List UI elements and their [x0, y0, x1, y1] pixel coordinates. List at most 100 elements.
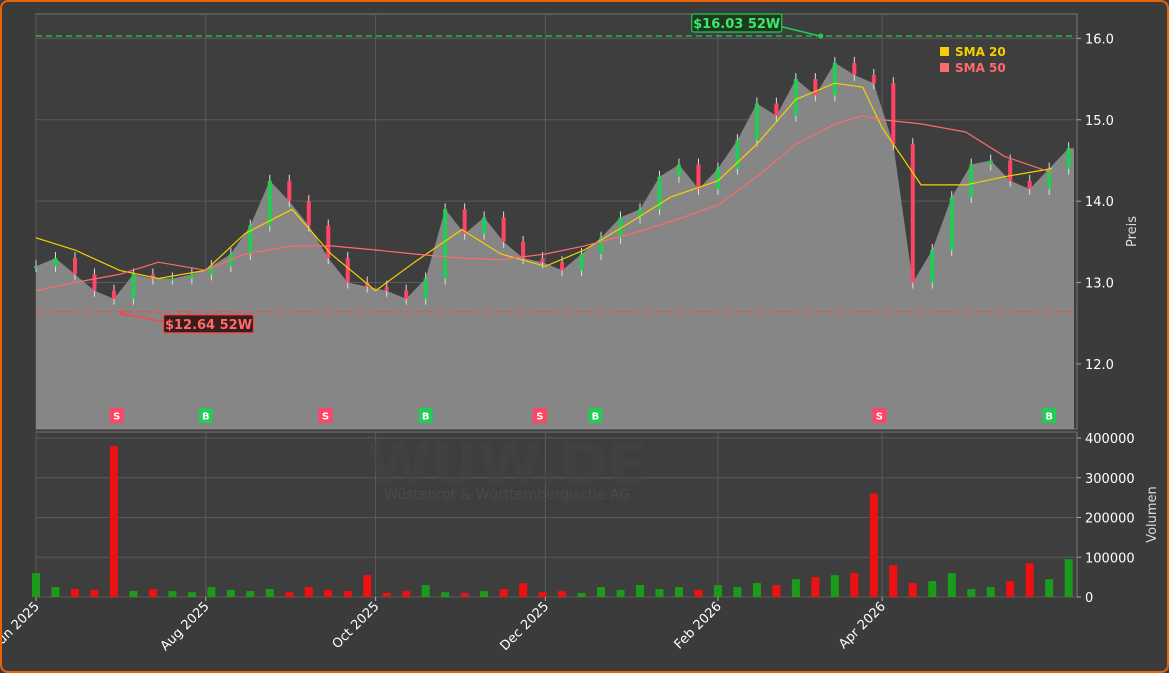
signal-marker — [588, 408, 603, 423]
volume-bar — [674, 587, 683, 597]
candle-body — [988, 160, 993, 165]
candle-body — [735, 140, 740, 169]
volume-bar — [324, 589, 333, 597]
candle-body — [1066, 148, 1071, 169]
signal-marker — [532, 408, 547, 423]
volume-bar — [285, 592, 294, 597]
volume-bar — [577, 593, 586, 597]
volume-bar — [343, 591, 352, 597]
high-52w-label-box — [691, 13, 783, 33]
watermark-logo: WUW.DE — [367, 430, 647, 498]
candle-body — [560, 262, 565, 271]
candle-body — [696, 164, 701, 189]
candle-body — [501, 217, 506, 242]
candle-body — [287, 180, 292, 202]
candle-body — [443, 209, 448, 279]
candle-body — [871, 75, 876, 84]
volume-bar — [187, 592, 196, 597]
candle-body — [34, 266, 38, 269]
price-tick-label: 16.0 — [1085, 32, 1114, 47]
candle-body — [540, 258, 545, 263]
volume-bar — [441, 592, 450, 597]
volume-bar — [655, 589, 664, 597]
price-tick-label: 12.0 — [1085, 358, 1114, 373]
candle-body — [1027, 180, 1032, 189]
x-tick-label: Feb 2026 — [672, 599, 725, 652]
volume-bar — [90, 589, 99, 597]
signal-label: B — [422, 412, 430, 423]
sma50-line — [35, 115, 1053, 292]
volume-bar — [1006, 581, 1015, 597]
volume-tick-label: 400000 — [1085, 432, 1135, 447]
high-52w-label: $16.03 52W — [693, 17, 780, 32]
candle-body — [53, 258, 58, 267]
volume-bar — [207, 587, 216, 597]
volume-bar — [869, 493, 878, 597]
high-52w-point — [818, 33, 824, 39]
signal-marker — [418, 408, 433, 423]
sma20-line — [35, 82, 1053, 292]
legend-label: SMA 20 — [955, 45, 1006, 59]
volume-bar — [791, 579, 800, 597]
candle-body — [404, 290, 409, 299]
volume-bar — [928, 581, 937, 597]
volume-bar — [597, 587, 606, 597]
x-tick-label: Oct 2025 — [330, 599, 383, 652]
signal-marker — [1042, 408, 1057, 423]
volume-tick-label: 300000 — [1085, 472, 1135, 487]
volume-bar — [168, 591, 177, 597]
candle-body — [462, 209, 467, 234]
candle-body — [832, 62, 837, 96]
candle-body — [326, 225, 331, 259]
volume-bar — [402, 591, 411, 597]
signal-label: S — [876, 412, 883, 423]
volume-bar — [830, 575, 839, 597]
price-tick-label: 14.0 — [1085, 195, 1114, 210]
volume-bar — [986, 587, 995, 597]
volume-bar — [694, 589, 703, 597]
volume-bar — [1045, 579, 1054, 597]
candle-body — [209, 266, 214, 275]
candle-body — [969, 164, 974, 198]
low-52w-arrow — [123, 313, 164, 323]
signal-label: S — [322, 412, 329, 423]
volume-bar — [460, 593, 469, 597]
candle-body — [170, 278, 175, 281]
candle-body — [423, 278, 428, 299]
volume-bar — [538, 592, 547, 597]
volume-bar — [908, 583, 917, 597]
legend-swatch — [940, 47, 949, 56]
volume-bar — [733, 587, 742, 597]
volume-bar — [265, 589, 274, 597]
volume-bar — [850, 573, 859, 597]
volume-bar — [1025, 563, 1034, 597]
low-52w-label-box — [162, 314, 255, 334]
watermark-company: Wüstenrot & Württembergische AG — [384, 487, 630, 503]
candle-body — [910, 144, 915, 283]
volume-tick-label: 100000 — [1085, 551, 1135, 566]
volume-bar — [636, 585, 645, 597]
low-52w-label: $12.64 52W — [165, 318, 252, 333]
signal-marker — [318, 408, 333, 423]
volume-bar — [772, 585, 781, 597]
candle-body — [657, 176, 662, 210]
volume-bar — [616, 589, 625, 597]
candle-body — [306, 201, 311, 226]
volume-bar — [558, 591, 567, 597]
volume-bar — [499, 589, 508, 597]
legend-label: SMA 50 — [955, 61, 1006, 75]
candle-body — [676, 164, 681, 177]
candle-body — [131, 274, 136, 299]
volume-bar — [519, 583, 528, 597]
volume-bar — [109, 445, 118, 597]
candle-body — [813, 79, 818, 96]
signal-label: S — [113, 412, 120, 423]
volume-bar — [947, 573, 956, 597]
x-tick-label: Apr 2026 — [836, 599, 889, 652]
volume-bar — [70, 589, 79, 597]
signal-label: B — [202, 412, 210, 423]
volume-bar — [889, 565, 898, 597]
candle-body — [248, 225, 253, 255]
candle-body — [754, 103, 759, 141]
candle-body — [92, 274, 97, 291]
